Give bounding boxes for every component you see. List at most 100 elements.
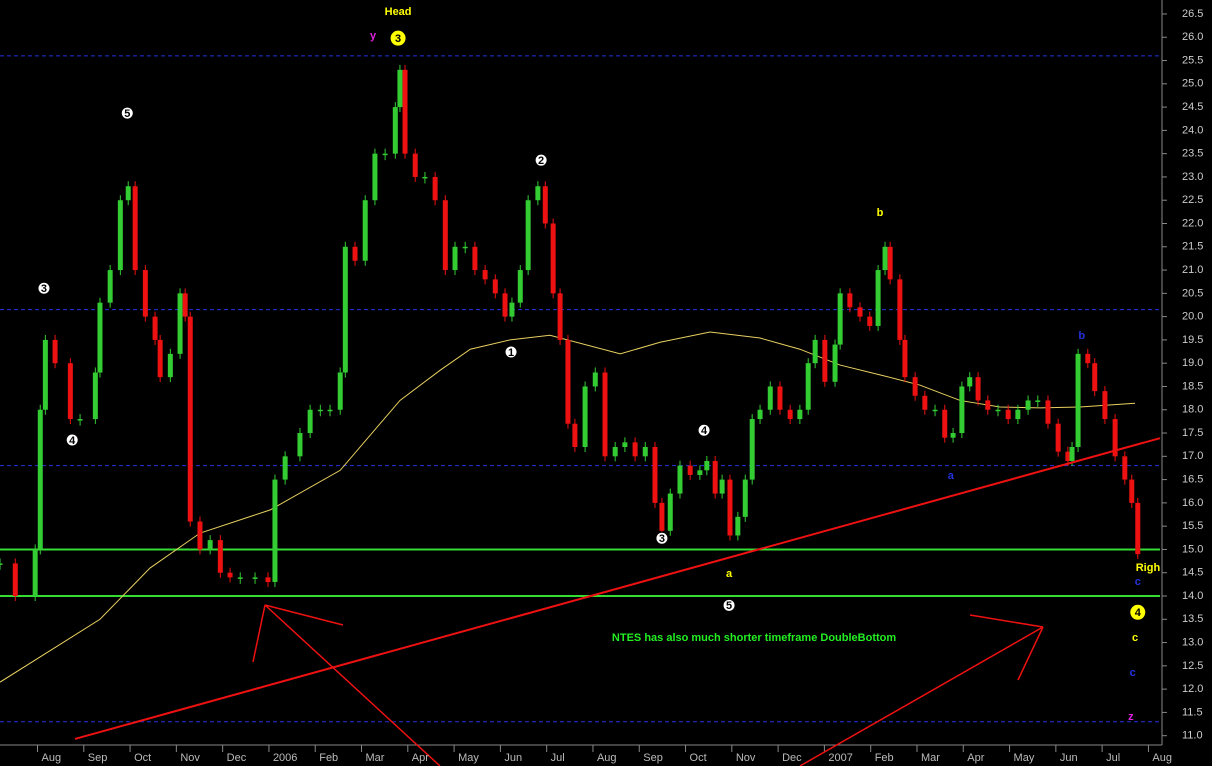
- annotation: a: [948, 470, 955, 482]
- wave-label: 3: [41, 283, 47, 295]
- candle: [52, 339, 58, 364]
- candle: [1025, 400, 1031, 410]
- arrows: [252, 604, 1044, 766]
- candle: [1069, 447, 1075, 461]
- x-tick-label: Aug: [41, 752, 61, 764]
- wave-label: 4: [701, 425, 708, 437]
- x-tick-label: Apr: [967, 752, 984, 764]
- candle: [132, 186, 138, 271]
- y-tick-label: 14.0: [1182, 590, 1203, 602]
- candle: [1085, 353, 1091, 364]
- candle: [297, 433, 303, 457]
- candle: [797, 409, 803, 420]
- candle: [632, 442, 638, 457]
- candle: [207, 540, 213, 550]
- candle: [265, 577, 271, 583]
- x-tick-label: Sep: [643, 752, 663, 764]
- candle: [352, 246, 358, 261]
- x-tick-label: 2006: [273, 752, 297, 764]
- y-tick-label: 15.5: [1182, 520, 1203, 532]
- candle: [227, 572, 233, 578]
- candle: [182, 293, 188, 317]
- candle: [1112, 419, 1118, 457]
- candle: [867, 316, 873, 326]
- candle: [1005, 409, 1011, 420]
- candle: [902, 339, 908, 378]
- candle: [592, 372, 598, 387]
- candle: [412, 153, 418, 177]
- candle: [42, 339, 48, 410]
- y-tick-label: 11.5: [1182, 706, 1203, 718]
- annotation: NTES has also much shorter timeframe Dou…: [612, 632, 896, 644]
- candle: [392, 107, 398, 154]
- x-tick-label: May: [1014, 752, 1035, 764]
- wave-label: 1: [508, 347, 514, 359]
- candle: [832, 344, 838, 382]
- candle: [767, 386, 773, 410]
- candle: [687, 465, 693, 475]
- y-tick-label: 24.0: [1182, 124, 1203, 136]
- candle: [432, 176, 438, 201]
- annotation: c: [1130, 667, 1136, 679]
- x-tick-label: Aug: [597, 752, 617, 764]
- arrow: [969, 614, 1044, 628]
- candle: [882, 246, 888, 271]
- x-tick-label: Feb: [875, 752, 894, 764]
- candle: [12, 563, 18, 596]
- candle: [509, 302, 515, 317]
- x-tick-label: Jun: [504, 752, 522, 764]
- candle: [362, 200, 368, 261]
- candle: [237, 577, 243, 579]
- x-tick-label: Jun: [1060, 752, 1078, 764]
- candle: [402, 69, 408, 154]
- candle: [805, 363, 811, 410]
- x-tick-label: Aug: [1152, 752, 1172, 764]
- annotation: z: [1128, 711, 1134, 723]
- candle: [749, 419, 755, 480]
- y-tick-label: 26.0: [1182, 31, 1203, 43]
- y-tick-label: 11.0: [1182, 730, 1203, 742]
- y-tick-label: 13.5: [1182, 613, 1203, 625]
- wave-marker: [655, 531, 669, 545]
- y-tick-label: 16.0: [1182, 497, 1203, 509]
- candle: [517, 270, 523, 303]
- wave-label: 2: [538, 155, 544, 167]
- candle: [142, 270, 148, 317]
- candle: [1092, 363, 1098, 392]
- wave-label: 4: [69, 435, 76, 447]
- candle: [847, 293, 853, 308]
- wave-marker: [389, 29, 407, 47]
- candle: [897, 279, 903, 340]
- candle: [282, 456, 288, 480]
- x-tick-label: Oct: [690, 752, 707, 764]
- candle: [372, 153, 378, 201]
- candle: [77, 419, 83, 421]
- candle: [1102, 391, 1108, 420]
- annotation: a: [726, 568, 733, 580]
- y-tick-label: 18.5: [1182, 380, 1203, 392]
- candle: [777, 386, 783, 410]
- y-tick-label: 15.0: [1182, 543, 1203, 555]
- candle: [107, 270, 113, 303]
- candle: [822, 339, 828, 382]
- candle: [572, 423, 578, 447]
- x-tick-label: Nov: [180, 752, 200, 764]
- candle: [942, 409, 948, 438]
- candle: [622, 442, 628, 447]
- candle: [97, 302, 103, 373]
- y-tick-label: 25.0: [1182, 78, 1203, 90]
- wave-label: 4: [1135, 607, 1142, 619]
- candle: [887, 246, 893, 280]
- candle: [995, 409, 1001, 412]
- x-tick-label: Mar: [366, 752, 385, 764]
- wave-label: 5: [124, 108, 130, 120]
- candle: [272, 479, 278, 583]
- annotation: c: [1135, 576, 1141, 588]
- y-tick-label: 24.5: [1182, 101, 1203, 113]
- candle: [32, 549, 38, 596]
- candle: [542, 186, 548, 224]
- candle: [472, 246, 478, 271]
- candle: [1135, 502, 1141, 555]
